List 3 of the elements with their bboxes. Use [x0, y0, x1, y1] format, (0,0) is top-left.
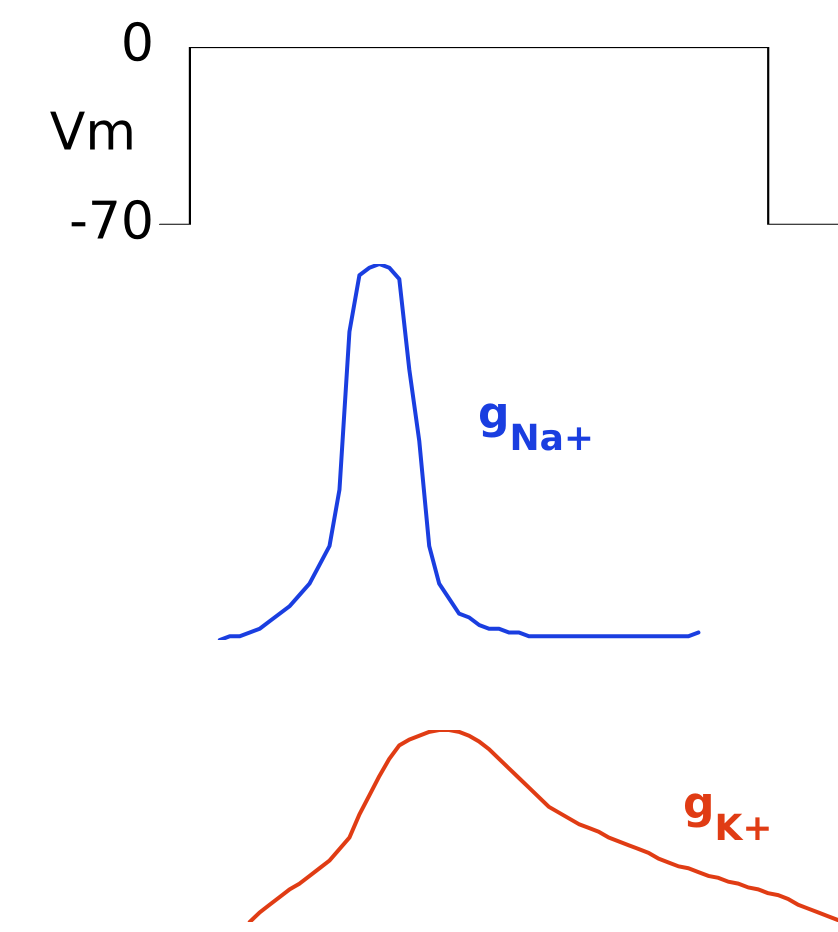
y-tick-label: -70 [69, 191, 154, 252]
y-tick-label: 0 [120, 14, 154, 74]
y-axis-title: Vm [50, 102, 136, 162]
